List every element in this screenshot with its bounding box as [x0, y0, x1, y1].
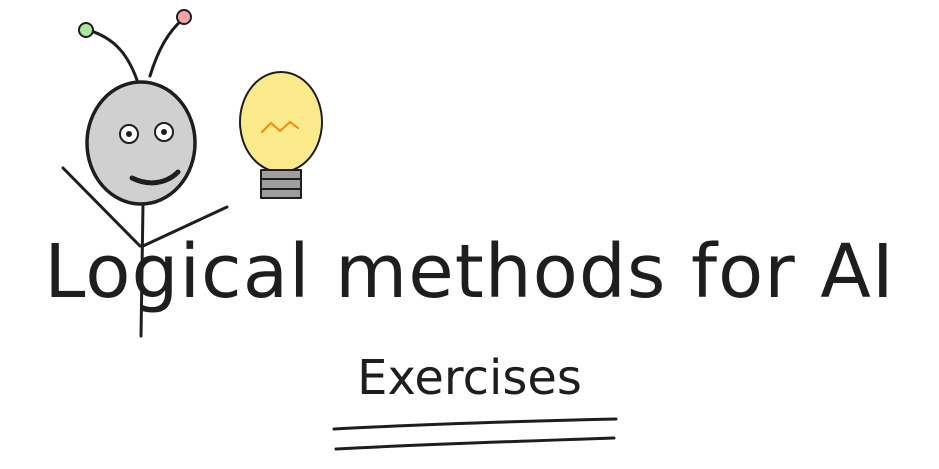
page-subtitle: Exercises: [357, 350, 582, 406]
light-bulb-icon: [239, 71, 323, 199]
page-title: Logical methods for AI: [44, 229, 895, 315]
robot-figure-icon: [61, 9, 229, 338]
